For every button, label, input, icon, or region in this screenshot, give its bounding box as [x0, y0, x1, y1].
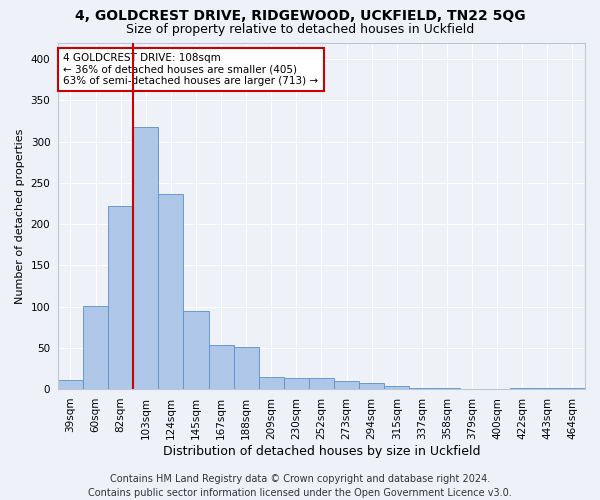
Bar — [158, 194, 184, 389]
Bar — [83, 306, 108, 389]
Bar — [184, 311, 209, 389]
Bar — [384, 386, 409, 389]
Bar — [510, 388, 535, 389]
Text: 4, GOLDCREST DRIVE, RIDGEWOOD, UCKFIELD, TN22 5QG: 4, GOLDCREST DRIVE, RIDGEWOOD, UCKFIELD,… — [74, 9, 526, 23]
Bar — [434, 388, 460, 389]
Bar — [284, 378, 309, 389]
X-axis label: Distribution of detached houses by size in Uckfield: Distribution of detached houses by size … — [163, 444, 480, 458]
Text: Contains HM Land Registry data © Crown copyright and database right 2024.
Contai: Contains HM Land Registry data © Crown c… — [88, 474, 512, 498]
Bar — [309, 378, 334, 389]
Bar — [359, 384, 384, 389]
Bar — [209, 346, 233, 389]
Bar — [560, 388, 585, 389]
Bar — [233, 347, 259, 389]
Bar — [108, 206, 133, 389]
Text: Size of property relative to detached houses in Uckfield: Size of property relative to detached ho… — [126, 22, 474, 36]
Bar — [334, 381, 359, 389]
Bar — [133, 126, 158, 389]
Bar — [58, 380, 83, 389]
Text: 4 GOLDCREST DRIVE: 108sqm
← 36% of detached houses are smaller (405)
63% of semi: 4 GOLDCREST DRIVE: 108sqm ← 36% of detac… — [63, 53, 319, 86]
Bar — [535, 388, 560, 389]
Bar — [259, 377, 284, 389]
Y-axis label: Number of detached properties: Number of detached properties — [15, 128, 25, 304]
Bar — [409, 388, 434, 389]
